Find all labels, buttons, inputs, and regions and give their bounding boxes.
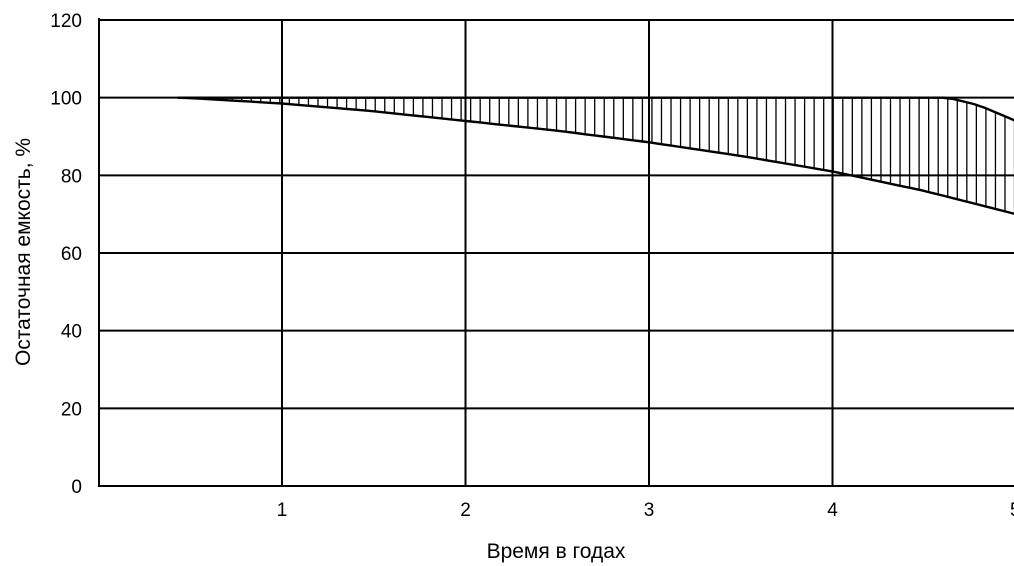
y-tick-label: 0 bbox=[71, 477, 82, 498]
capacity-band bbox=[177, 96, 1014, 215]
y-tick-label: 80 bbox=[61, 166, 82, 187]
x-axis-ticks: 1 2 3 4 5 bbox=[277, 500, 1014, 521]
y-tick-label: 100 bbox=[50, 89, 82, 110]
upper-bound-line bbox=[177, 96, 1014, 122]
x-axis-title: Время в годах bbox=[487, 540, 626, 563]
plot-frame bbox=[98, 18, 1014, 487]
x-tick-label: 2 bbox=[460, 500, 471, 521]
lower-bound-line bbox=[177, 96, 1014, 215]
x-tick-label: 1 bbox=[277, 500, 288, 521]
x-tick-label: 3 bbox=[644, 500, 655, 521]
y-tick-label: 20 bbox=[61, 399, 82, 420]
y-tick-label: 120 bbox=[50, 11, 82, 32]
gridlines bbox=[99, 19, 1014, 486]
y-tick-label: 60 bbox=[61, 244, 82, 265]
y-tick-label: 40 bbox=[61, 322, 82, 343]
x-tick-label: 4 bbox=[827, 500, 838, 521]
x-tick-label: 5 bbox=[1010, 500, 1014, 521]
y-axis-title: Остаточная емкость, % bbox=[12, 138, 35, 366]
y-axis-ticks: 0 20 40 60 80 100 120 bbox=[50, 11, 82, 498]
